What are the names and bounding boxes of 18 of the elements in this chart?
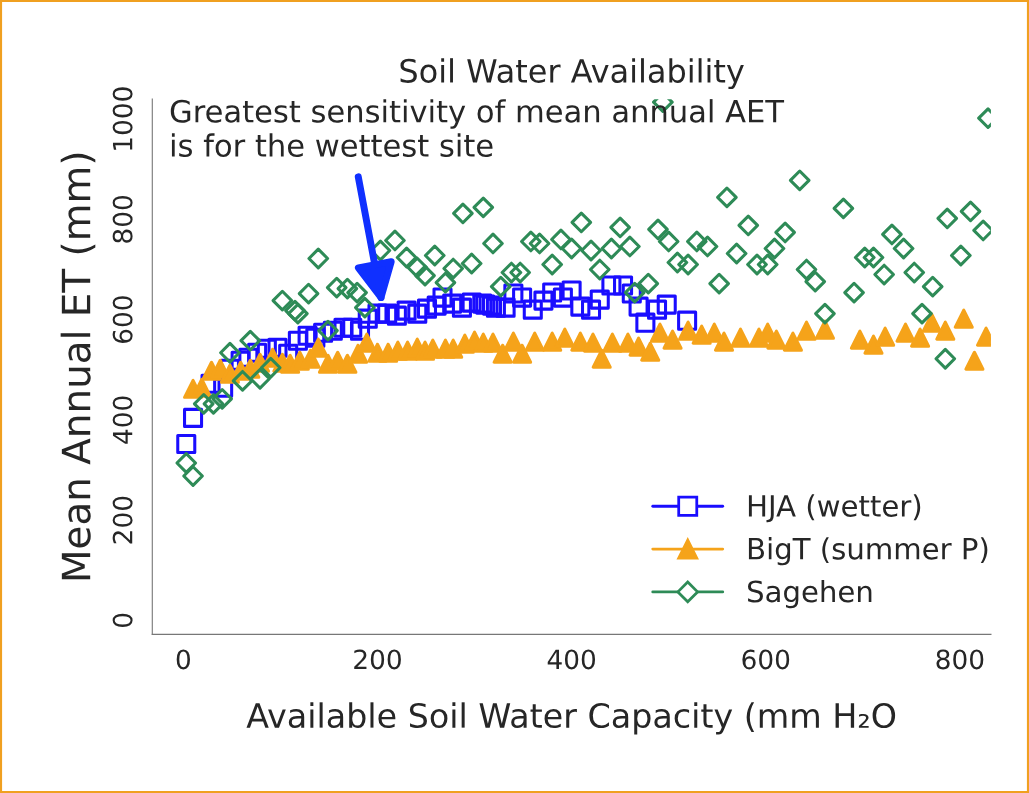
y-tick-label: 1000 [112, 87, 133, 150]
y-tick-label: 0 [112, 613, 133, 628]
x-tick-label: 600 [742, 649, 790, 670]
y-axis-title: Mean Annual ET (mm) [60, 153, 96, 580]
x-axis-title: Available Soil Water Capacity (mm H₂O [246, 702, 896, 735]
x-tick-label: 200 [354, 649, 401, 670]
y-tick-label: 400 [112, 396, 133, 444]
y-tick-label: 800 [112, 195, 133, 243]
legend-label: HJA (wetter) [748, 494, 921, 523]
legend-label: BigT (summer P) [748, 537, 988, 566]
x-tick-label: 0 [176, 649, 190, 670]
chart-title: Soil Water Availability [400, 58, 744, 90]
y-tick-label: 200 [112, 496, 133, 544]
annotation: Greatest sensitivity of mean annual AET is for the wettest site [170, 99, 785, 157]
legend-label: Sagehen [747, 579, 872, 609]
x-tick-label: 400 [547, 649, 596, 670]
y-tick-label: 600 [112, 296, 133, 343]
x-tick-label: 800 [936, 649, 984, 670]
